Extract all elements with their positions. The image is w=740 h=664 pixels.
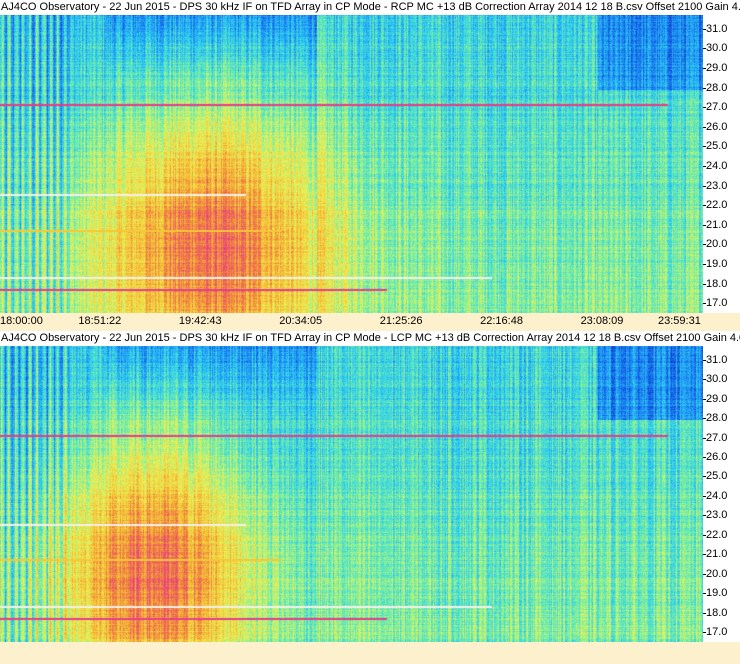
time-tick-label: 18:51:22 — [78, 315, 122, 327]
lcp-frequency-axis: 31.0 30.0 29.0 28.0 27.0 26.0 25.0 24.0 23.0 22.0… — [703, 346, 740, 642]
time-axis: 18:00:00 18:51:22 19:42:43 20:34:05 21:25:26… — [0, 313, 740, 329]
time-tick-label: 21:25:26 — [379, 315, 423, 327]
freq-tick-label: 18.0 — [703, 278, 740, 290]
time-tick-label: 23:59:31 — [658, 315, 701, 327]
freq-tick-label: 20.0 — [703, 238, 740, 250]
freq-tick-label: 26.0 — [703, 121, 740, 133]
freq-tick-label: 31.0 — [703, 23, 740, 35]
lcp-spectrogram — [0, 346, 703, 642]
freq-tick-label: 21.0 — [703, 219, 740, 231]
time-tick-label: 22:16:48 — [480, 315, 523, 327]
rcp-frequency-axis: 31.0 30.0 29.0 28.0 27.0 26.0 25.0 24.0 23.0 22.0… — [703, 15, 740, 313]
freq-tick-label: 19.0 — [703, 587, 740, 599]
rcp-spectrogram — [0, 15, 703, 313]
freq-tick-label: 26.0 — [703, 451, 740, 463]
freq-tick-label: 29.0 — [703, 62, 740, 74]
freq-tick-label: 25.0 — [703, 470, 740, 482]
freq-tick-label: 28.0 — [703, 412, 740, 424]
time-tick-label: 18:00:00 — [0, 315, 43, 327]
freq-tick-label: 21.0 — [703, 548, 740, 560]
time-tick-label: 20:34:05 — [279, 315, 323, 327]
freq-tick-label: 23.0 — [703, 180, 740, 192]
freq-tick-label: 22.0 — [703, 199, 740, 211]
freq-tick-label: 29.0 — [703, 393, 740, 405]
freq-tick-label: 18.0 — [703, 607, 740, 619]
freq-tick-label: 28.0 — [703, 82, 740, 94]
lcp-panel-title: AJ4CO Observatory - 22 Jun 2015 - DPS 30… — [0, 331, 740, 346]
rcp-panel-title: AJ4CO Observatory - 22 Jun 2015 - DPS 30… — [0, 0, 740, 15]
time-tick-label: 23:08:09 — [580, 315, 624, 327]
freq-tick-label: 27.0 — [703, 101, 740, 113]
freq-tick-label: 23.0 — [703, 509, 740, 521]
freq-tick-label: 20.0 — [703, 568, 740, 580]
freq-tick-label: 17.0 — [703, 626, 740, 638]
time-tick-label: 19:42:43 — [178, 315, 222, 327]
freq-tick-label: 19.0 — [703, 258, 740, 270]
freq-tick-label: 31.0 — [703, 354, 740, 366]
freq-tick-label: 25.0 — [703, 140, 740, 152]
freq-tick-label: 24.0 — [703, 160, 740, 172]
freq-tick-label: 27.0 — [703, 432, 740, 444]
freq-tick-label: 22.0 — [703, 529, 740, 541]
freq-tick-label: 30.0 — [703, 373, 740, 385]
freq-tick-label: 17.0 — [703, 297, 740, 309]
freq-tick-label: 24.0 — [703, 490, 740, 502]
freq-tick-label: 30.0 — [703, 42, 740, 54]
